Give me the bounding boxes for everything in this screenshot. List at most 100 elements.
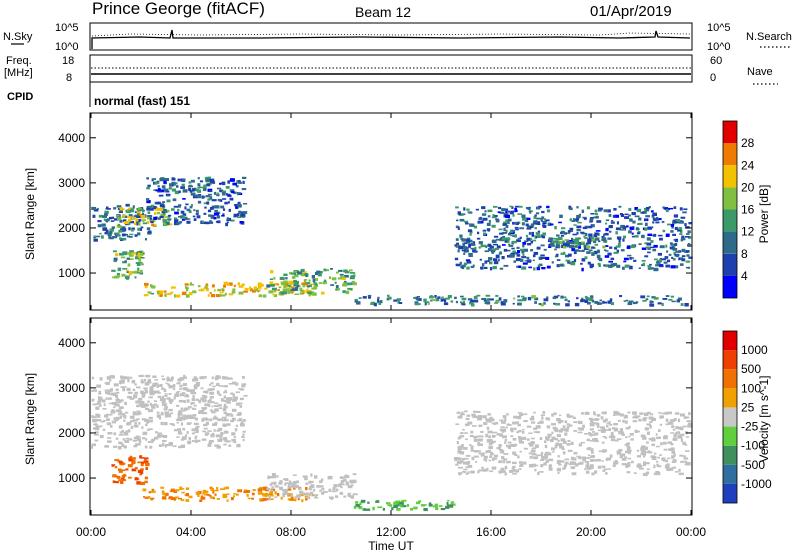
data-cell [225,222,228,227]
data-cell [594,439,599,443]
data-cell [139,213,142,216]
data-cell [208,494,212,497]
data-cell [211,376,214,380]
data-cell [180,215,185,219]
data-cell [291,286,295,289]
data-cell [559,414,562,417]
data-cell [242,419,246,422]
data-cell [685,260,691,263]
data-cell [161,491,165,494]
data-cell [539,263,543,267]
data-cell [647,265,651,267]
data-cell [590,420,594,423]
data-cell [562,245,567,249]
data-cell [189,282,192,285]
data-cell [130,208,134,211]
data-cell [586,438,591,442]
velocity-colorbar-label-text: Velocity [m s^-1] [757,376,771,463]
data-cell [156,201,161,205]
data-cell [156,435,162,438]
data-cell [189,189,192,193]
data-cell [518,437,523,441]
data-cell [521,266,527,270]
data-cell [593,438,598,441]
data-cell [530,240,533,244]
data-cell [637,463,641,466]
data-cell [444,297,450,300]
data-cell [174,190,180,195]
data-cell [679,233,683,235]
data-cell [577,431,583,434]
data-cell [495,294,499,297]
data-cell [570,261,576,266]
data-cell [140,380,145,384]
data-cell [593,216,597,219]
data-cell [95,425,100,428]
data-cell [140,215,146,219]
data-cell [104,445,109,448]
data-cell [169,444,172,447]
data-cell [160,421,164,426]
data-cell [127,476,132,479]
data-cell [591,422,596,424]
data-cell [608,427,612,431]
data-cell [105,397,108,400]
power-colorbar-tick: 4 [741,269,748,283]
data-cell [572,416,576,419]
data-cell [187,406,192,409]
data-cell [423,508,428,512]
data-cell [150,285,156,289]
data-cell [196,429,199,433]
data-cell [210,487,214,491]
data-cell [211,199,217,202]
data-cell [252,489,256,491]
data-cell [533,447,536,450]
data-cell [119,207,124,210]
data-cell [453,503,456,506]
data-cell [653,464,656,469]
data-cell [643,456,646,458]
data-cell [262,294,267,298]
data-cell [162,492,166,496]
data-cell [503,248,508,252]
data-cell [503,458,508,461]
data-cell [476,294,481,297]
data-cell [628,435,631,438]
data-cell [354,298,358,301]
data-cell [178,446,181,449]
data-cell [509,254,514,257]
data-cell [517,416,522,420]
data-cell [500,300,506,303]
data-cell [541,456,545,460]
data-cell [595,230,601,232]
data-cell [194,194,198,197]
data-cell [457,450,462,454]
data-cell [592,431,595,433]
data-cell [240,402,243,405]
data-cell [683,208,688,211]
data-cell [157,187,161,192]
data-cell [467,211,472,213]
data-cell [519,227,525,230]
data-cell [331,490,337,493]
data-cell [649,303,655,307]
data-cell [642,227,646,230]
data-cell [513,468,516,472]
data-cell [551,423,556,426]
data-cell [493,435,496,438]
data-cell [358,297,362,299]
data-cell [430,299,433,302]
data-cell [239,397,244,401]
data-cell [460,448,463,450]
beam-title: Beam 12 [355,4,411,20]
noise-left-label: N.Sky [3,31,33,43]
data-cell [185,288,189,292]
data-cell [548,434,551,439]
data-cell [133,425,139,428]
data-cell [237,282,240,286]
data-cell [186,388,190,391]
data-cell [175,391,179,395]
data-cell [601,441,605,444]
power-colorbar-label: Power [dB] [757,185,771,244]
data-cell [144,445,148,449]
